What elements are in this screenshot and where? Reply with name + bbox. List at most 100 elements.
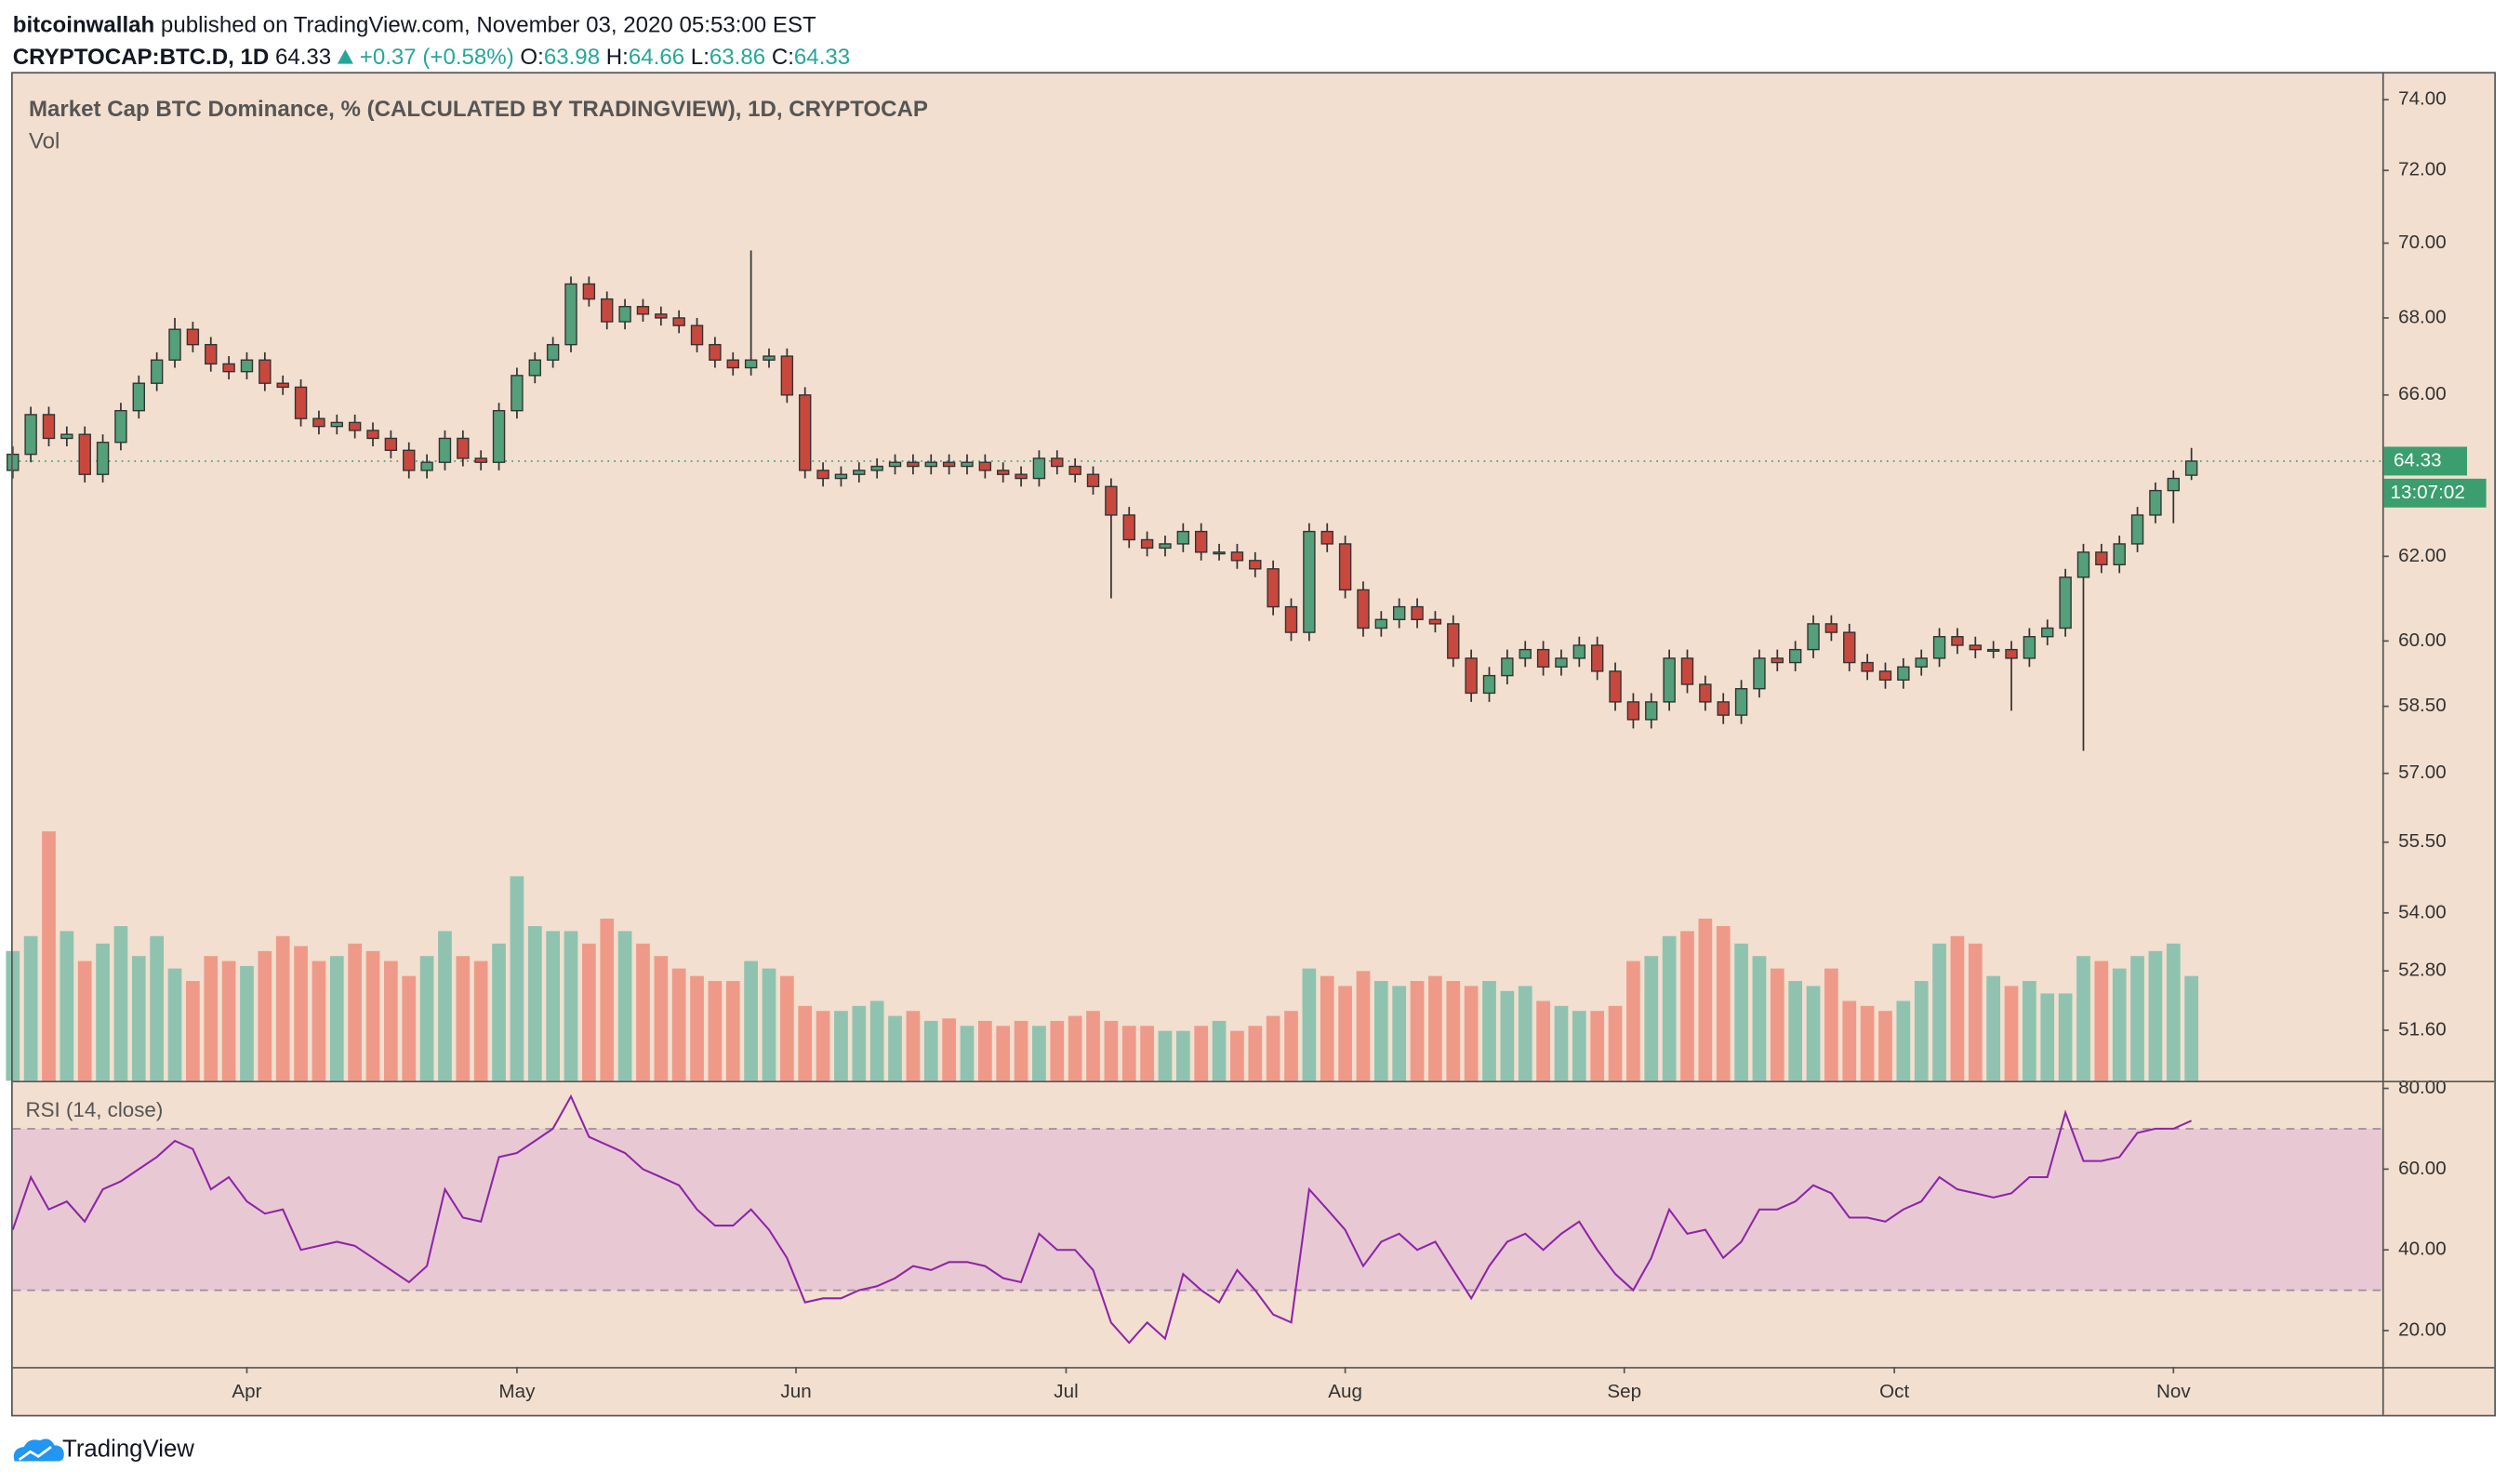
volume-bar [617,931,632,1081]
volume-bar [96,943,110,1081]
candle-body [1086,473,1100,487]
candle-body [1374,618,1388,629]
volume-bar [312,961,326,1081]
candle-body [1807,623,1820,651]
candle-body [259,359,272,384]
y-tick-label: 68.00 [2398,306,2447,327]
candle-body [1303,530,1316,633]
candle-body [1338,543,1352,591]
candle-body [1951,636,1964,646]
volume-bar [1410,981,1425,1081]
volume-bar [77,961,92,1081]
symbol-line: CRYPTOCAP:BTC.D, 1D 64.33 +0.37 (+0.58%)… [13,40,850,72]
volume-bar [1284,1011,1298,1081]
volume-bar [1590,1011,1605,1081]
candle-body [978,461,992,471]
volume-bar [1194,1026,1209,1081]
volume-bar [1608,1005,1623,1081]
candle-body [1699,683,1712,703]
candle-body [1159,543,1172,550]
candle-body [60,433,73,440]
volume-bar [275,935,290,1081]
volume-bar [2058,993,2073,1081]
candle-body [690,325,704,346]
candle-body [1590,644,1604,672]
volume-bar [131,956,146,1081]
change: +0.37 (+0.58%) [337,43,514,69]
candle-body [1230,551,1244,562]
rsi-tick-label: 20.00 [2398,1318,2447,1340]
candle-body [1068,465,1081,475]
y-tick-label: 62.00 [2398,545,2447,566]
volume-bar [1392,986,1407,1081]
volume-bar [1698,918,1713,1081]
countdown-box [2383,478,2487,508]
volume-bar [1518,986,1532,1081]
volume-bar [1770,968,1784,1081]
volume-bar [690,975,704,1081]
volume-bar [348,943,363,1081]
x-tick-label: Jul [1054,1381,1078,1402]
candle-body [1626,701,1640,721]
volume-bar [1788,981,1803,1081]
volume-bar [744,961,758,1081]
up-arrow [337,49,354,64]
candle-body [384,437,398,451]
candle-body [2130,514,2144,545]
volume-bar [1878,1011,1892,1081]
candle-body [1140,538,1154,550]
volume-bar [1050,1020,1065,1081]
y-tick-label: 52.80 [2398,960,2447,981]
volume-bar [564,931,578,1081]
volume-bar [636,943,650,1081]
candle-body [942,461,956,468]
volume-bar [600,918,615,1081]
candle-body [1447,623,1460,659]
volume-bar [869,1000,884,1081]
candle-body [42,414,56,440]
candle-body [853,470,866,475]
volume-bar [942,1018,956,1081]
volume-bar [23,935,38,1081]
volume-bar [1068,1015,1082,1081]
candle-body [834,473,848,480]
volume-bar [419,956,434,1081]
candle-body [997,470,1010,475]
close-value: 64.33 [793,43,851,69]
volume-bar [1338,986,1352,1081]
volume-bar [204,956,219,1081]
volume-bar [2004,986,2019,1081]
candle-body [2023,636,2036,659]
open-value: 63.98 [543,43,601,69]
candle-body [348,421,362,431]
volume-bar [1212,1020,1227,1081]
candle-body [24,414,37,456]
x-tick-label: Aug [1328,1381,1362,1402]
candle-body [1015,473,1028,480]
volume-bar [1482,981,1496,1081]
candle-body [1267,568,1280,608]
last-price: 64.33 [274,43,332,69]
candle-body [564,283,577,346]
x-tick-label: May [498,1381,536,1402]
candle-body [2095,551,2108,565]
candle-body [1843,631,1856,664]
candle-body [816,470,829,480]
candle-body [132,382,146,412]
volume-bar [1320,975,1334,1081]
volume-bar [671,968,686,1081]
volume-bar [186,981,200,1081]
volume-bar [527,926,542,1081]
candle-body [205,343,218,365]
chart-layer: 74.00 72.00 70.00 68.00 66.00 62.00 60.00 58.50… [6,88,2447,1402]
volume-bar [150,935,165,1081]
volume-bar [1302,968,1317,1081]
candle-body [1734,688,1748,716]
volume-bar [1986,975,2001,1081]
volume-bar [365,950,380,1081]
candle-body [1411,605,1424,621]
candle-body [330,421,343,428]
volume-bar [2148,950,2163,1081]
candle-body [1428,618,1442,625]
